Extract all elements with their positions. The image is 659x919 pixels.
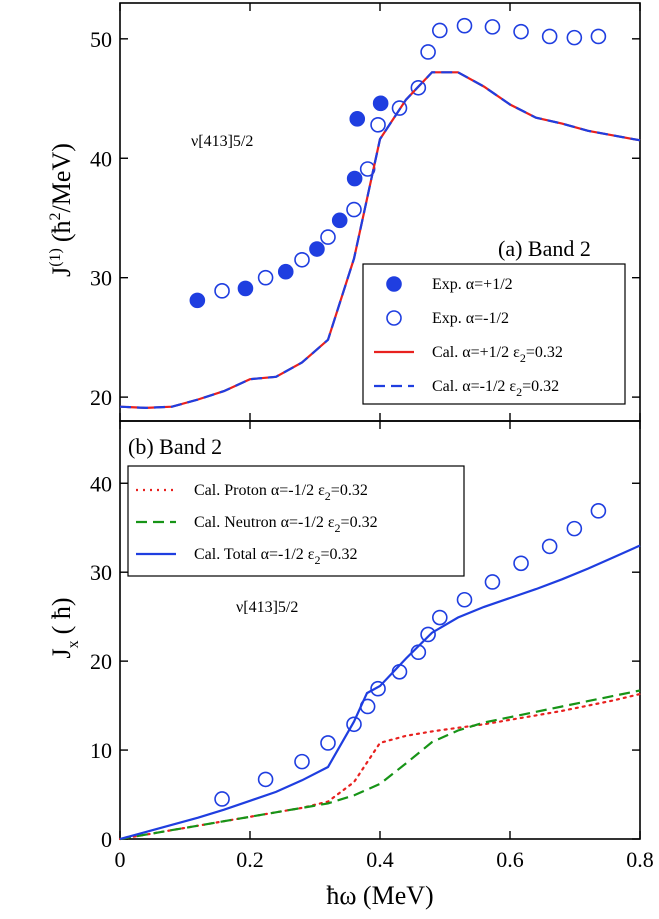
panel-a-y-axis-label: J(1)(ħ2/MeV)	[47, 143, 76, 277]
y-tick-label: 50	[90, 27, 112, 52]
series-exp-point	[214, 791, 230, 807]
legend-label: Cal. Total α=-1/2 ε2=0.32	[194, 546, 358, 567]
y-tick-label: 0	[101, 827, 112, 852]
panel-b: 0 10 20 30 40 (b) Band 2 ν[413]5/2 Jx( ħ) Ca…	[47, 420, 642, 852]
series-exp-point	[456, 591, 473, 608]
series-exp-point	[410, 644, 427, 661]
series-exp-point	[431, 609, 448, 626]
series-exp-1-2-point	[566, 29, 583, 46]
x-tick-label: 0.6	[496, 847, 524, 872]
panel-b-y-axis-label: Jx( ħ)	[47, 598, 82, 659]
series-cal-neutron-1-2-0-32-line	[119, 689, 641, 841]
panel-a-legend-box	[362, 263, 626, 405]
series-exp-1-2-point	[346, 201, 362, 218]
series-exp-1-2-point	[309, 241, 325, 257]
panel-b-legend-box	[127, 465, 465, 577]
panel-a-legend: Exp. α=+1/2 Exp. α=-1/2 Cal. α=+1/2 ε2=0.3…	[362, 263, 626, 405]
legend-swatch	[386, 310, 402, 326]
legend-swatch	[386, 276, 402, 292]
legend-label: Exp. α=-1/2	[432, 310, 509, 327]
series-exp-1-2-point	[359, 161, 376, 177]
series-exp-1-2-point	[257, 269, 274, 286]
x-tick-label: 0.4	[366, 847, 394, 872]
series-exp-1-2-point	[370, 117, 386, 133]
series-exp-1-2-point	[541, 28, 558, 45]
series-exp-1-2-point	[420, 44, 436, 60]
panel-b-label: (b) Band 2	[128, 434, 222, 459]
x-axis-label: ħω (MeV)	[326, 881, 433, 910]
y-tick-label: 30	[90, 560, 112, 585]
series-exp-1-2-point	[294, 251, 310, 268]
legend-label: Exp. α=+1/2	[432, 276, 513, 293]
series-exp-1-2-point	[320, 229, 336, 245]
x-axis-ticks: 0 0.2 0.4 0.6 0.8	[115, 847, 654, 872]
series-exp-point	[391, 663, 408, 680]
x-tick-label: 0	[115, 847, 126, 872]
series-exp-1-2-point	[214, 283, 230, 299]
series-exp-point	[257, 771, 274, 788]
series-exp-1-2-point	[590, 28, 607, 45]
panel-b-legend: Cal. Proton α=-1/2 ε2=0.32 Cal. Neutron α…	[127, 465, 465, 577]
series-exp-1-2-point	[391, 100, 408, 116]
panel-b-ticks: 0 10 20 30 40	[90, 421, 641, 852]
series-exp-1-2-point	[456, 17, 473, 34]
series-exp-1-2-point	[513, 23, 529, 40]
series-exp-1-2-point	[349, 111, 366, 127]
series-exp-point	[513, 555, 529, 572]
legend-label: Cal. α=+1/2 ε2=0.32	[432, 344, 563, 365]
series-exp-point	[359, 698, 376, 715]
panel-a-annotation: ν[413]5/2	[191, 133, 253, 150]
x-tick-label: 0.8	[626, 847, 654, 872]
y-tick-label: 20	[90, 649, 112, 674]
series-exp-point	[320, 735, 336, 751]
series-exp-1-2-point	[346, 170, 363, 187]
series-exp-point	[420, 626, 436, 643]
series-exp-point	[484, 574, 501, 590]
y-tick-label: 30	[90, 266, 112, 291]
legend-label: Cal. Neutron α=-1/2 ε2=0.32	[194, 514, 378, 535]
series-cal-1-2-0-32-line	[119, 71, 641, 410]
panel-b-series	[118, 503, 642, 841]
series-exp-1-2-point	[372, 95, 389, 112]
series-exp-1-2-point	[331, 212, 348, 229]
y-tick-label: 40	[90, 146, 112, 171]
panel-b-annotation: ν[413]5/2	[236, 599, 298, 616]
panel-a-label: (a) Band 2	[498, 236, 591, 261]
series-exp-1-2-point	[189, 292, 206, 309]
series-exp-point	[294, 753, 310, 770]
series-exp-1-2-point	[410, 79, 427, 96]
y-tick-label: 20	[90, 385, 112, 410]
panel-a-ticks: 20 30 40 50	[90, 3, 641, 421]
series-exp-1-2-point	[484, 19, 501, 35]
y-tick-label: 10	[90, 738, 112, 763]
series-exp-1-2-point	[431, 22, 448, 39]
series-exp-point	[566, 520, 583, 537]
x-tick-label: 0.2	[236, 847, 264, 872]
series-exp-point	[590, 503, 607, 519]
legend-label: Cal. Proton α=-1/2 ε2=0.32	[194, 482, 368, 503]
y-tick-label: 40	[90, 471, 112, 496]
series-cal-total-1-2-0-32-line	[119, 544, 641, 841]
panel-a: 20 30 40 50 (a) Band 2 ν[413]5/2 J(1)(ħ2/Me…	[47, 2, 641, 422]
series-exp-point	[370, 680, 386, 697]
series-exp-point	[541, 538, 558, 555]
series-exp-1-2-point	[237, 280, 254, 297]
panel-a-series	[119, 17, 641, 410]
legend-label: Cal. α=-1/2 ε2=0.32	[432, 378, 559, 399]
series-exp-1-2-point	[277, 263, 294, 280]
series-exp-point	[346, 716, 362, 733]
